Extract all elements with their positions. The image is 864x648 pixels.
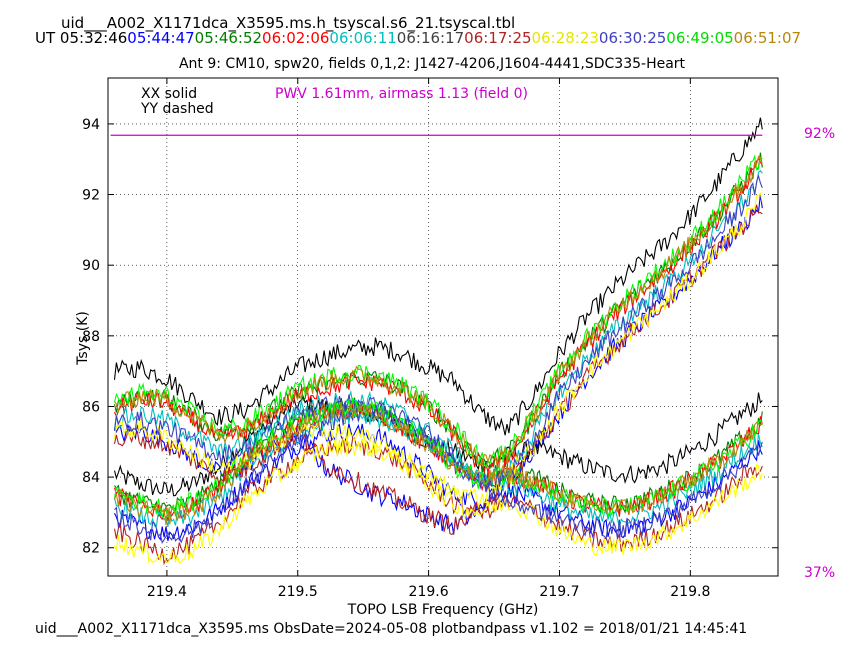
ut-time-0: 05:32:46	[59, 29, 128, 47]
ut-time-2: 05:46:52	[194, 29, 263, 47]
ut-time-3: 06:02:06	[262, 29, 330, 47]
series-line-18	[113, 401, 763, 525]
figure-title: uid___A002_X1171dca_X3595.ms.h_tsyscal.s…	[61, 14, 516, 32]
series-line-13	[113, 191, 763, 509]
series-line-19	[114, 155, 763, 470]
y-tick-label-4: 90	[82, 258, 100, 274]
ut-time-1: 05:44:47	[127, 29, 195, 47]
legend-line-0: XX solid	[141, 86, 197, 102]
plot-frame	[107, 77, 779, 577]
ut-time-10: 06:51:07	[733, 29, 802, 47]
y-tick-label-0: 82	[82, 541, 100, 557]
y-tick-label-5: 92	[82, 188, 100, 204]
ut-time-7: 06:28:23	[531, 29, 599, 47]
x-tick-label-4: 219.8	[670, 584, 710, 600]
x-axis-label: TOPO LSB Frequency (GHz)	[347, 602, 539, 618]
legend-line-1: YY dashed	[140, 101, 214, 117]
ut-time-9: 06:49:05	[666, 29, 734, 47]
series-line-12	[113, 436, 763, 565]
series-line-1	[113, 117, 763, 436]
x-tick-label-3: 219.7	[539, 584, 579, 600]
y-tick-label-3: 88	[82, 329, 100, 345]
ut-label: UT	[35, 29, 60, 47]
x-tick-label-0: 219.4	[147, 584, 187, 600]
x-tick-label-2: 219.6	[409, 584, 449, 600]
series-line-15	[113, 174, 763, 492]
y-tick-label-1: 84	[82, 470, 100, 486]
pwv-annotation: PWV 1.61mm, airmass 1.13 (field 0)	[275, 86, 528, 102]
plot-subtitle: Ant 9: CM10, spw20, fields 0,1,2: J1427-…	[178, 56, 686, 72]
y-tick-label-6: 94	[82, 117, 100, 133]
footer-caption: uid___A002_X1171dca_X3595.ms ObsDate=202…	[35, 621, 748, 637]
x-tick-label-1: 219.5	[278, 584, 318, 600]
atm-top-label: 92%	[804, 126, 835, 142]
y-axis-label: Tsys (K)	[74, 311, 91, 365]
ut-time-6: 06:17:25	[464, 29, 532, 47]
series-line-11	[113, 204, 763, 536]
atm-bottom-label: 37%	[804, 565, 835, 581]
ut-time-8: 06:30:25	[598, 29, 667, 47]
ut-time-4: 06:06:11	[329, 29, 397, 47]
ut-time-5: 06:16:17	[396, 29, 465, 47]
ut-times-row: UT 05:32:4605:44:4705:46:5206:02:0606:06…	[35, 29, 801, 47]
y-tick-label-2: 86	[82, 399, 100, 415]
series-line-2	[114, 423, 763, 542]
series-line-7	[113, 158, 763, 473]
series-line-17	[113, 154, 763, 469]
